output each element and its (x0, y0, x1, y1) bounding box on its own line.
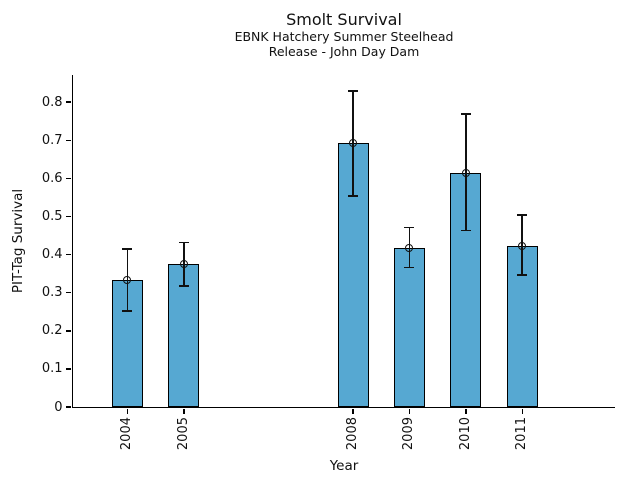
data-point-marker-2011 (518, 241, 527, 250)
y-tick-label: 0.5 (41, 209, 63, 225)
bar-2009 (393, 248, 425, 407)
error-bar-cap-bottom-2009 (404, 266, 415, 269)
y-tick-mark (66, 139, 71, 142)
error-bar-cap-top-2004 (122, 248, 133, 250)
bar-2005 (168, 264, 200, 407)
data-point-marker-2010 (461, 168, 470, 177)
data-point-marker-2004 (123, 276, 132, 285)
y-tick-label: 0.1 (41, 361, 63, 377)
error-bar-cap-bottom-2005 (178, 285, 189, 288)
chart-subtitle-line2: Release - John Day Dam (268, 44, 420, 59)
data-point-marker-2005 (179, 260, 188, 269)
x-tick-mark (352, 408, 354, 414)
x-tick-mark (183, 408, 185, 414)
y-tick-label: 0.8 (41, 94, 63, 110)
error-bar-cap-bottom-2011 (517, 273, 528, 276)
error-bar-cap-top-2005 (178, 241, 189, 244)
y-tick-label: 0 (54, 399, 63, 415)
y-tick-label: 0.2 (41, 323, 63, 339)
x-axis-label: Year (329, 458, 359, 474)
chart-subtitle-line1: EBNK Hatchery Summer Steelhead (234, 29, 454, 44)
x-tick-label: 2011 (514, 417, 530, 451)
y-tick-mark (66, 368, 71, 370)
error-bar-cap-top-2009 (404, 226, 415, 229)
error-bar-cap-bottom-2008 (348, 195, 359, 197)
x-tick-label: 2004 (119, 417, 135, 451)
x-tick-label: 2008 (345, 417, 361, 451)
x-tick-mark (521, 408, 524, 414)
y-tick-mark (66, 406, 71, 408)
y-tick-mark (66, 177, 71, 180)
title-block: Smolt Survival EBNK Hatchery Summer Stee… (73, 10, 615, 59)
x-tick-mark (408, 408, 411, 414)
error-bar-cap-bottom-2010 (460, 229, 471, 232)
y-tick-mark (66, 330, 71, 332)
x-tick-mark (126, 408, 129, 414)
y-tick-label: 0.4 (41, 247, 63, 263)
error-bar-cap-top-2011 (517, 214, 528, 216)
bar-2011 (506, 245, 538, 407)
plot-area: 0 0.1 0.2 0.3 0.4 0.5 0.6 0.7 0.8 2004 2005 2008 200… (42, 75, 615, 450)
error-bar-cap-top-2008 (348, 90, 359, 93)
y-tick-mark (66, 101, 71, 103)
data-point-marker-2008 (349, 139, 358, 148)
y-tick-mark (66, 215, 71, 218)
x-tick-label: 2010 (457, 417, 473, 451)
x-tick-mark (465, 408, 467, 414)
data-point-marker-2009 (405, 244, 414, 253)
error-bar-cap-bottom-2004 (122, 310, 133, 312)
y-axis-label: PIT-Tag Survival (10, 188, 26, 294)
x-tick-label: 2009 (401, 417, 417, 451)
y-tick-label: 0.3 (41, 285, 63, 301)
x-tick-label: 2005 (175, 417, 191, 451)
error-bar-cap-top-2010 (460, 113, 471, 115)
y-tick-label: 0.6 (41, 170, 63, 186)
chart-title: Smolt Survival (286, 10, 402, 29)
bar-2010 (450, 172, 482, 407)
y-tick-mark (66, 253, 71, 256)
y-tick-label: 0.7 (41, 132, 63, 148)
y-tick-mark (66, 291, 71, 294)
